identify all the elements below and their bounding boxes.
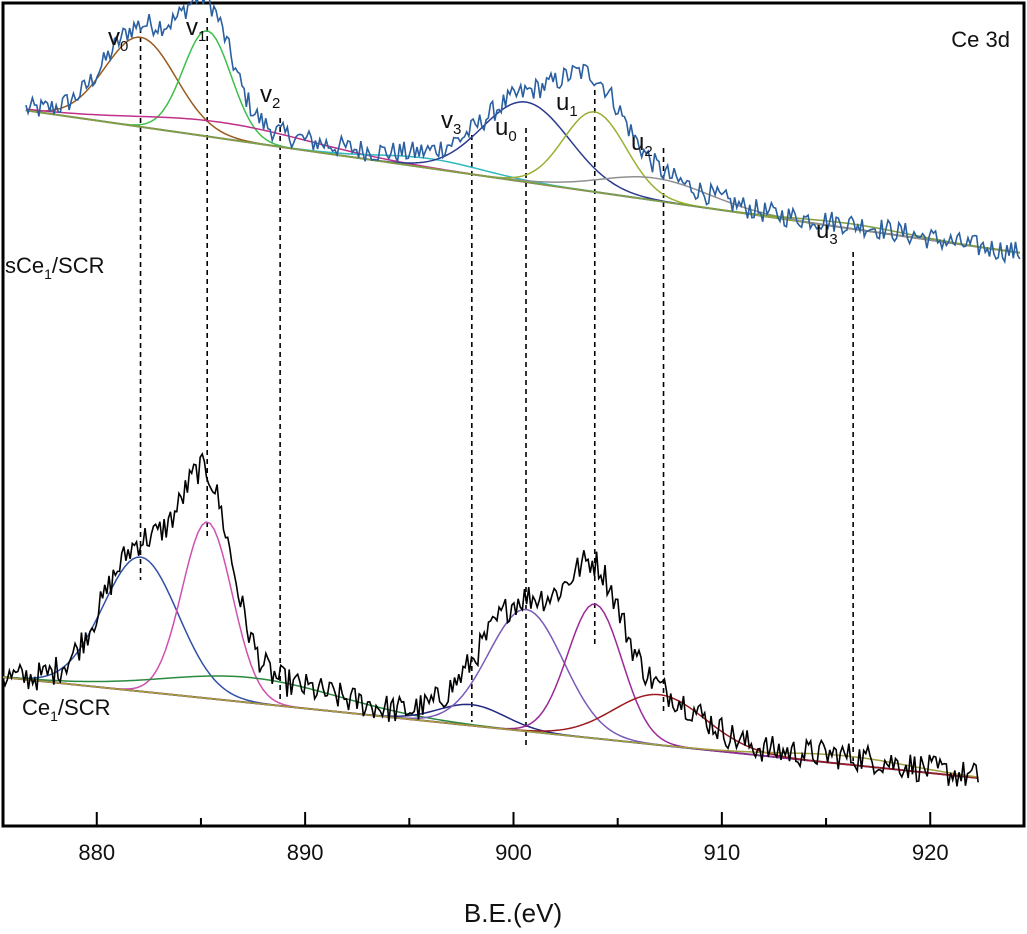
peak-label-u2: u2 [631,129,653,160]
peak-label-v3: v3 [441,107,461,138]
series-1-component-u3 [2,676,979,778]
series-group-1 [2,451,979,787]
x-tick-label: 910 [704,840,741,865]
series-label-bottom: Ce1/SCR [22,695,110,724]
series-1-component-v0 [2,556,979,779]
series-0-measured [25,0,1021,265]
plot-frame [1,1,1026,828]
series-group-0 [25,0,1021,265]
peak-labels: v0 v1 v2 v3 u0 u1 u2 u3 [108,14,838,248]
x-tick-label: 890 [287,840,324,865]
series-1-component-u0 [2,608,979,779]
x-tick-label: 920 [912,840,949,865]
series-0-component-v0 [25,36,1020,254]
x-tick-label: 900 [495,840,532,865]
peak-label-u0: u0 [495,114,517,145]
chart-title: Ce 3d [951,27,1010,52]
series-1-component-u1 [2,603,979,779]
peak-label-v0: v0 [108,24,128,55]
series-0-component-v1 [25,30,1020,254]
peak-label-u1: u1 [556,89,578,120]
series-label-top: sCe1/SCR [5,253,104,282]
series-1-measured [2,451,979,787]
peak-label-v1: v1 [186,14,206,45]
peak-position-markers [139,18,854,766]
peak-label-u3: u3 [816,217,838,248]
x-tick-label: 880 [78,840,115,865]
x-axis-ticks: 880 890 900 910 920 [78,812,949,865]
peak-label-v2: v2 [260,81,280,112]
spectra-layer [2,0,1021,787]
x-axis-title: B.E.(eV) [464,898,562,928]
